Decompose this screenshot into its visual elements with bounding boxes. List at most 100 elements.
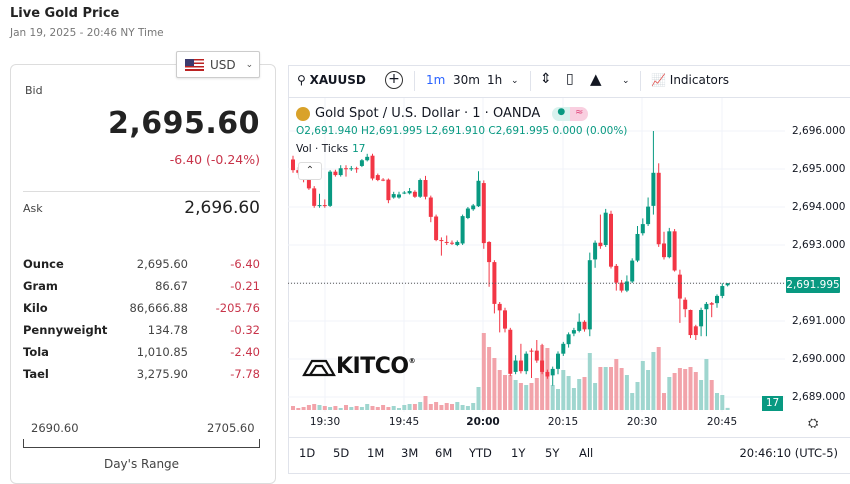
candle-body [423, 180, 428, 197]
candle-body [683, 299, 688, 310]
candle-body [524, 353, 529, 372]
volume-bar [497, 370, 502, 410]
volume-bar [566, 376, 571, 410]
interval-30m[interactable]: 30m [453, 73, 480, 87]
volume-bar [683, 369, 688, 410]
volume-bar [312, 404, 317, 410]
chart-type-chevron-icon[interactable]: ⌄ [622, 76, 630, 86]
volume-bar [704, 359, 709, 410]
chevron-down-icon: ⌄ [245, 59, 254, 70]
volume-bar [428, 404, 433, 410]
price-tick: 2,695.000 [792, 163, 846, 175]
volume-bar [720, 395, 725, 410]
candles-icon[interactable]: ▯ [566, 71, 574, 87]
range-button-ytd[interactable]: YTD [469, 446, 492, 460]
range-button-1d[interactable]: 1D [299, 446, 316, 460]
candle-body [534, 350, 539, 361]
volume-bar [662, 393, 666, 410]
unit-row-tael: Tael 3,275.90 -7.78 [23, 367, 260, 387]
volume-bar [699, 380, 704, 410]
candle-body [566, 334, 571, 345]
bar-chart-icon[interactable]: ⇕ [540, 71, 552, 87]
currency-dropdown[interactable]: USD ⌄ [176, 51, 260, 78]
unit-row-kilo: Kilo 86,666.88 -205.76 [23, 301, 260, 321]
volume-legend: Vol · Ticks 17 [296, 143, 365, 155]
volume-bar [386, 407, 391, 410]
interval-chevron-icon[interactable]: ⌄ [511, 76, 519, 86]
volume-bar [381, 405, 386, 410]
unit-name: Tola [23, 345, 49, 359]
volume-bar [328, 407, 333, 410]
candle-body [476, 180, 481, 207]
range-button-5d[interactable]: 5D [333, 446, 350, 460]
unit-row-gram: Gram 86.67 -0.21 [23, 279, 260, 299]
candle-body [439, 240, 444, 242]
volume-bar [603, 367, 608, 410]
volume-bar [402, 405, 407, 410]
candlestick-chart[interactable] [0, 0, 850, 474]
search-icon: ⚲ [297, 73, 306, 87]
legend-title-text: Gold Spot / U.S. Dollar · 1 · OANDA [315, 106, 541, 121]
range-button-all[interactable]: All [579, 446, 594, 460]
candle-body [460, 216, 465, 244]
volume-bar [333, 406, 338, 410]
range-button-1m[interactable]: 1M [367, 446, 385, 460]
page-subtitle: Jan 19, 2025 - 20:46 NY Time [10, 27, 164, 39]
candle-body [312, 188, 317, 206]
candle-body [365, 156, 370, 161]
compare-plus-icon[interactable]: + [385, 71, 403, 89]
symbol-label: XAUUSD [309, 73, 366, 87]
candle-body [481, 183, 486, 244]
candle-body [598, 242, 603, 247]
candle-body [677, 274, 682, 299]
range-button-3m[interactable]: 3M [401, 446, 419, 460]
ask-price: 2,696.60 [184, 198, 260, 218]
candle-body [640, 224, 645, 234]
volume-bar [476, 387, 481, 410]
volume-bar [587, 353, 592, 410]
indicators-button[interactable]: 📈 Indicators [651, 73, 729, 87]
price-tick: 2,696.000 [792, 125, 846, 137]
range-button-1y[interactable]: 1Y [511, 446, 526, 460]
volume-bar [561, 370, 566, 410]
candle-body [693, 326, 698, 336]
interval-1m[interactable]: 1m [426, 73, 446, 87]
range-button-5y[interactable]: 5Y [545, 446, 560, 460]
candle-body [503, 310, 507, 329]
collapse-legend-button[interactable]: ⌃ [298, 162, 322, 180]
candle-body [651, 172, 656, 206]
candle-body [593, 242, 598, 260]
volume-bar [725, 407, 730, 410]
separator [530, 71, 531, 91]
price-tick: 2,693.000 [792, 239, 846, 251]
volume-bar [296, 408, 301, 410]
candle-body [291, 159, 295, 171]
candle-body [391, 194, 396, 198]
volume-bar [354, 406, 359, 410]
unit-change: -0.21 [230, 279, 260, 293]
volume-bar [301, 407, 306, 410]
separator [640, 71, 641, 91]
candle-body [508, 329, 513, 374]
volume-bar [656, 347, 661, 410]
symbol-search[interactable]: ⚲ XAUUSD [297, 73, 366, 87]
settings-gear-icon[interactable]: ⛭ [808, 416, 819, 431]
candle-body [556, 353, 560, 369]
volume-bar [291, 406, 295, 410]
volume-bar [444, 403, 449, 410]
volume-bar [481, 333, 486, 410]
volume-bar [598, 367, 603, 410]
unit-price: 1,010.85 [136, 345, 188, 359]
volume-bar [715, 393, 719, 410]
candle-body [725, 283, 730, 286]
kitco-wordmark: KITCO [336, 354, 409, 379]
candle-body [672, 231, 677, 271]
interval-1h[interactable]: 1h [487, 73, 503, 87]
area-chart-icon[interactable]: ▲ [590, 70, 602, 88]
range-button-6m[interactable]: 6M [435, 446, 453, 460]
unit-row-pennyweight: Pennyweight 134.78 -0.32 [23, 323, 260, 343]
volume-bar [423, 396, 428, 410]
volume-bar [503, 375, 507, 410]
candle-body [656, 172, 661, 245]
volume-bar [619, 368, 624, 410]
